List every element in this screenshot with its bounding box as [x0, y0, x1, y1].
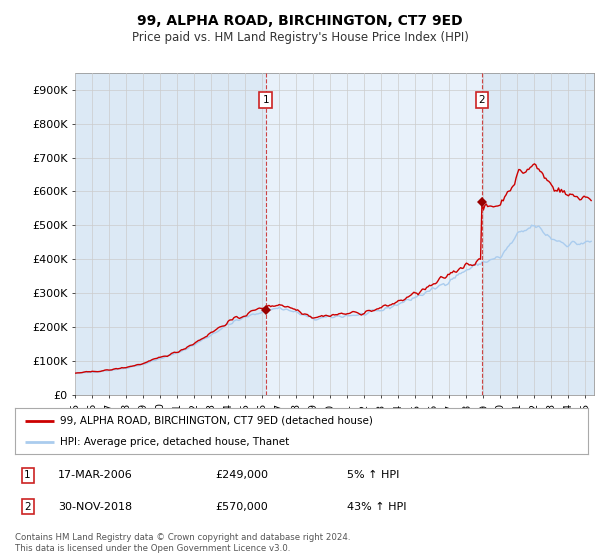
Text: 1: 1: [24, 470, 31, 480]
Text: £249,000: £249,000: [215, 470, 269, 480]
Text: 99, ALPHA ROAD, BIRCHINGTON, CT7 9ED (detached house): 99, ALPHA ROAD, BIRCHINGTON, CT7 9ED (de…: [59, 416, 373, 426]
Bar: [266, 73, 482, 395]
Text: 17-MAR-2006: 17-MAR-2006: [58, 470, 133, 480]
Text: Contains HM Land Registry data © Crown copyright and database right 2024.
This d: Contains HM Land Registry data © Crown c…: [15, 533, 350, 553]
Text: 30-NOV-2018: 30-NOV-2018: [58, 502, 132, 512]
Text: 43% ↑ HPI: 43% ↑ HPI: [347, 502, 407, 512]
Text: Price paid vs. HM Land Registry's House Price Index (HPI): Price paid vs. HM Land Registry's House …: [131, 31, 469, 44]
Text: 2: 2: [479, 95, 485, 105]
Text: 1: 1: [262, 95, 269, 105]
Text: HPI: Average price, detached house, Thanet: HPI: Average price, detached house, Than…: [59, 437, 289, 447]
Text: 2: 2: [24, 502, 31, 512]
Text: 5% ↑ HPI: 5% ↑ HPI: [347, 470, 400, 480]
Text: 99, ALPHA ROAD, BIRCHINGTON, CT7 9ED: 99, ALPHA ROAD, BIRCHINGTON, CT7 9ED: [137, 14, 463, 28]
Text: £570,000: £570,000: [215, 502, 268, 512]
